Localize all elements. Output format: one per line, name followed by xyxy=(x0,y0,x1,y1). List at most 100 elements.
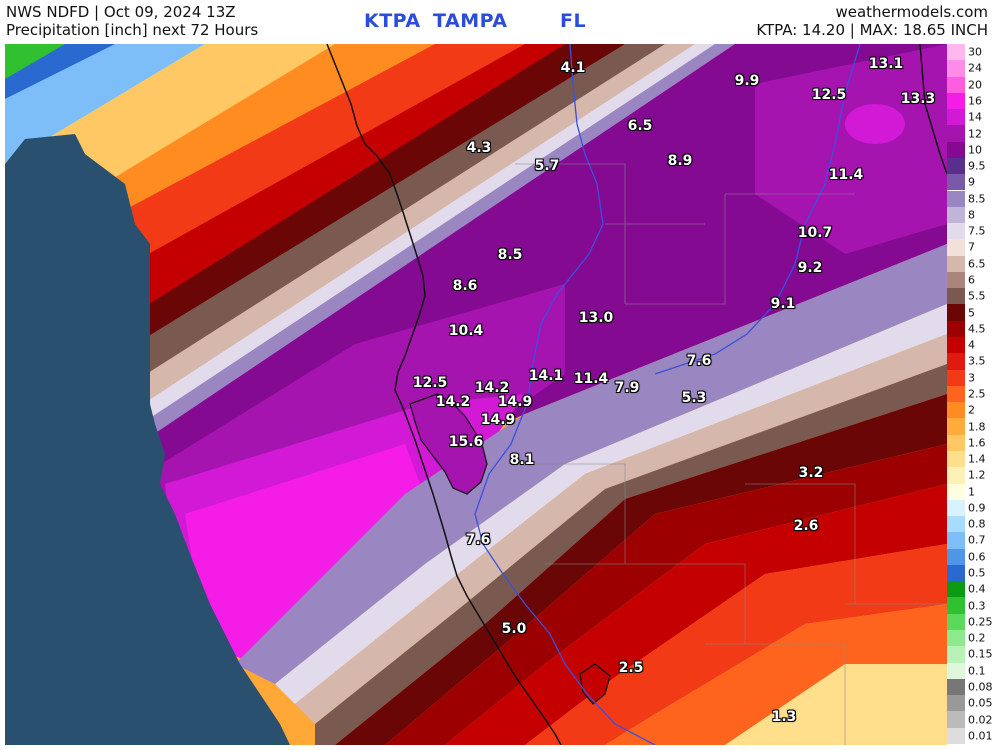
legend-swatch xyxy=(947,711,965,728)
precip-legend: 30 24 20 16 14 12 10 9.5 9 8.5 8 7.5 7 6.5 6 5.5 5 4.5 4 3.… xyxy=(947,44,1000,745)
precip-value-label: 9.1 xyxy=(770,296,796,312)
legend-label: 0.7 xyxy=(968,533,986,547)
legend-entry: 3 xyxy=(947,369,1000,386)
legend-entry: 0.5 xyxy=(947,564,1000,582)
legend-swatch xyxy=(947,564,965,582)
legend-entry: 0.4 xyxy=(947,581,1000,598)
legend-entry: 0.7 xyxy=(947,532,1000,549)
legend-swatch xyxy=(947,239,965,256)
precip-value-label: 12.5 xyxy=(412,375,448,391)
precip-value-label: 14.2 xyxy=(474,380,510,396)
precip-value-label: 11.4 xyxy=(828,167,864,183)
legend-entry: 6 xyxy=(947,271,1000,289)
legend-entry: 0.2 xyxy=(947,630,1000,647)
station-state: FL xyxy=(560,10,587,32)
legend-swatch xyxy=(947,60,965,77)
legend-entry: 30 xyxy=(947,44,1000,61)
legend-swatch xyxy=(947,646,965,663)
legend-label: 9.5 xyxy=(968,159,986,173)
legend-label: 0.9 xyxy=(968,501,986,515)
legend-entry: 1 xyxy=(947,483,1000,500)
legend-entry: 9 xyxy=(947,174,1000,191)
legend-swatch xyxy=(947,662,965,679)
legend-swatch xyxy=(947,320,965,337)
precip-value-label: 10.4 xyxy=(448,323,484,339)
legend-label: 0.1 xyxy=(968,664,986,678)
precip-value-label: 8.9 xyxy=(667,153,693,169)
legend-label: 1.4 xyxy=(968,452,986,466)
map-header: NWS NDFD | Oct 09, 2024 13Z Precipitatio… xyxy=(0,0,1000,44)
legend-swatch xyxy=(947,467,965,484)
precip-value-label: 13.0 xyxy=(578,310,614,326)
legend-entry: 14 xyxy=(947,109,1000,126)
precip-value-label: 14.9 xyxy=(497,394,533,410)
legend-entry: 7 xyxy=(947,239,1000,256)
legend-label: 4 xyxy=(968,338,975,352)
legend-swatch xyxy=(947,92,965,110)
legend-swatch xyxy=(947,369,965,386)
legend-label: 1.6 xyxy=(968,436,986,450)
legend-label: 0.4 xyxy=(968,582,986,596)
site-credit: weathermodels.com xyxy=(835,3,988,21)
legend-entry: 8 xyxy=(947,206,1000,224)
precip-value-label: 8.5 xyxy=(497,247,523,263)
precip-value-label: 7.9 xyxy=(614,380,640,396)
legend-swatch xyxy=(947,190,965,207)
legend-label: 14 xyxy=(968,110,982,124)
precipitation-map[interactable]: 4.1 13.1 9.9 12.5 13.3 6.5 4.3 5.7 8.9 11.4 10.7 8.… xyxy=(5,44,947,745)
precip-value-label: 9.2 xyxy=(797,260,823,276)
precip-value-label: 13.3 xyxy=(900,91,936,107)
legend-label: 1.2 xyxy=(968,468,986,482)
legend-swatch xyxy=(947,695,965,712)
legend-label: 30 xyxy=(968,45,982,59)
legend-entry: 12 xyxy=(947,125,1000,142)
legend-swatch xyxy=(947,255,965,272)
legend-swatch xyxy=(947,402,965,419)
precip-value-label: 7.6 xyxy=(465,532,491,548)
legend-entry: 4 xyxy=(947,337,1000,354)
precip-value-label: 4.1 xyxy=(560,60,586,76)
legend-label: 6.5 xyxy=(968,257,986,271)
legend-swatch xyxy=(947,581,965,598)
legend-entry: 3.5 xyxy=(947,353,1000,370)
legend-entry: 0.8 xyxy=(947,516,1000,533)
legend-entry: 0.1 xyxy=(947,662,1000,679)
legend-label: 5.5 xyxy=(968,289,986,303)
legend-entry: 10 xyxy=(947,141,1000,158)
legend-entry: 1.6 xyxy=(947,434,1000,451)
legend-label: 0.6 xyxy=(968,550,986,564)
legend-label: 3 xyxy=(968,371,975,385)
model-run-title: NWS NDFD | Oct 09, 2024 13Z xyxy=(6,3,236,21)
legend-label: 0.15 xyxy=(968,647,993,661)
precip-value-label: 8.1 xyxy=(509,452,535,468)
legend-label: 0.02 xyxy=(968,713,993,727)
precip-value-label: 3.2 xyxy=(798,465,824,481)
legend-label: 24 xyxy=(968,61,982,75)
precip-value-label: 5.7 xyxy=(534,158,560,174)
legend-label: 12 xyxy=(968,127,982,141)
precip-value-label: 5.3 xyxy=(681,390,707,406)
legend-label: 10 xyxy=(968,143,982,157)
precip-value-label: 14.9 xyxy=(480,412,516,428)
legend-label: 0.01 xyxy=(968,729,993,743)
legend-swatch xyxy=(947,174,965,191)
legend-entry: 0.05 xyxy=(947,695,1000,712)
legend-entry: 4.5 xyxy=(947,320,1000,337)
legend-label: 0.08 xyxy=(968,680,993,694)
legend-label: 6 xyxy=(968,273,975,287)
legend-swatch xyxy=(947,483,965,500)
legend-entry: 2 xyxy=(947,402,1000,419)
legend-entry: 9.5 xyxy=(947,157,1000,175)
legend-label: 0.3 xyxy=(968,599,986,613)
legend-label: 0.5 xyxy=(968,566,986,580)
legend-swatch xyxy=(947,44,965,61)
legend-label: 16 xyxy=(968,94,982,108)
precip-value-label: 11.4 xyxy=(573,371,609,387)
legend-swatch xyxy=(947,727,965,744)
legend-swatch xyxy=(947,613,965,631)
legend-label: 8 xyxy=(968,208,975,222)
legend-label: 5 xyxy=(968,306,975,320)
legend-entry: 0.25 xyxy=(947,613,1000,631)
legend-label: 1 xyxy=(968,485,975,499)
precip-value-label: 14.1 xyxy=(528,368,564,384)
